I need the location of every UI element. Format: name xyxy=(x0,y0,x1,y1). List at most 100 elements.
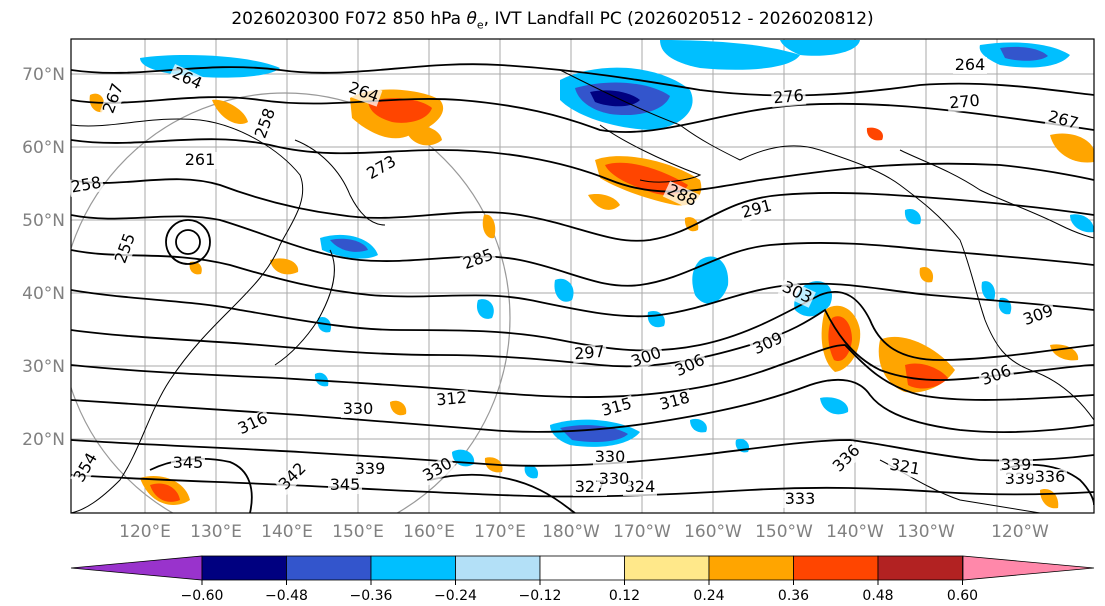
contour-label-bg xyxy=(234,409,273,439)
lat-label: 60°N xyxy=(22,138,65,158)
lat-label: 50°N xyxy=(22,211,65,231)
lat-label: 20°N xyxy=(22,430,65,450)
contour-label-bg xyxy=(1019,301,1058,330)
colorbar-ticks: −0.60 −0.48 −0.36 −0.24 −0.12 0.12 0.24 0.36 0.4… xyxy=(181,580,978,604)
contour-label-bg xyxy=(738,197,776,223)
contour-label-bg xyxy=(770,87,807,108)
colorbar-tick-label: −0.12 xyxy=(519,588,562,604)
contour-label: 330 xyxy=(595,447,626,466)
contour-label-bg xyxy=(999,457,1033,474)
anomaly-shading xyxy=(89,40,1094,509)
contour-label-bg xyxy=(68,174,105,197)
contour-label-bg xyxy=(571,343,608,364)
contour-label-bg xyxy=(1003,471,1037,488)
contour-label-bg xyxy=(362,152,401,184)
colorbar-tick-label: 0.60 xyxy=(947,588,978,604)
map-content xyxy=(71,39,1094,513)
contour-label: 261 xyxy=(185,150,216,169)
contour-label-bg xyxy=(183,152,217,169)
contour-label: 297 xyxy=(573,342,605,364)
colorbar-segment xyxy=(793,555,879,581)
contour-label-bg xyxy=(749,329,788,359)
contour-label-bg xyxy=(946,92,983,113)
contour-label-bg xyxy=(671,351,710,381)
contour-label-bg xyxy=(328,477,362,494)
colorbar-tick-label: 0.12 xyxy=(609,588,640,604)
contour-label-bg xyxy=(783,491,817,508)
contour-label-bg xyxy=(344,78,383,107)
contour-label-bg xyxy=(111,229,140,268)
lon-label: 140°W xyxy=(826,522,884,542)
range-ring xyxy=(71,92,511,513)
colorbar: −0.60 −0.48 −0.36 −0.24 −0.12 0.12 0.24 0.36 0.4… xyxy=(70,555,1095,604)
colorbar-tick-label: 0.36 xyxy=(778,588,809,604)
lon-label: 120°E xyxy=(119,522,171,542)
colorbar-tick-label: 0.24 xyxy=(693,588,724,604)
lon-label: 150°W xyxy=(755,522,813,542)
colorbar-segment xyxy=(286,555,372,581)
colorbar-segment xyxy=(539,555,625,581)
contour-label-bg xyxy=(953,57,987,74)
lon-label: 160°W xyxy=(684,522,742,542)
colorbar-tick-label: −0.48 xyxy=(265,588,308,604)
latitude-labels: 70°N 60°N 50°N 40°N 30°N 20°N xyxy=(22,65,65,450)
colorbar-segment xyxy=(455,555,541,581)
colorbar-segment xyxy=(877,555,963,581)
contour-label-bg xyxy=(598,395,636,421)
lat-label: 40°N xyxy=(22,284,65,304)
contour-label: 339 xyxy=(1001,455,1032,474)
contour-label-bg xyxy=(627,343,666,372)
contour-label-bg xyxy=(1044,108,1082,134)
colorbar-segment xyxy=(624,555,710,581)
contour-label: 336 xyxy=(1035,467,1066,486)
lon-label: 160°E xyxy=(403,522,455,542)
colorbar-segment xyxy=(70,555,203,581)
contour-label: 330 xyxy=(599,469,630,488)
contour-label-bg xyxy=(662,181,701,211)
lon-label: 130°W xyxy=(897,522,955,542)
longitude-labels: 120°E 130°E 140°E 150°E 160°E 170°E 180°W 170°W… xyxy=(119,522,1049,542)
map-title: 2026020300 F072 850 hPa θe, IVT Landfall… xyxy=(0,9,1105,31)
contour-label-bg xyxy=(251,104,280,143)
contour-label: 339 xyxy=(355,459,386,478)
contour-label-bg xyxy=(623,479,657,496)
contour-label-bg xyxy=(1033,469,1067,486)
contour-label-bg xyxy=(597,471,631,488)
contour-label: 324 xyxy=(625,477,656,496)
lon-label: 120°W xyxy=(991,522,1049,542)
contour-label: 330 xyxy=(343,399,374,418)
colorbar-segments xyxy=(70,555,1095,581)
contour-label-bg xyxy=(433,389,470,410)
lat-label: 70°N xyxy=(22,65,65,85)
contour-label-bg xyxy=(353,461,387,478)
contour-label-bg xyxy=(656,389,694,415)
title-theta-symbol: θ xyxy=(466,9,477,29)
contour-label: 270 xyxy=(948,91,980,113)
colorbar-tick-label: 0.48 xyxy=(862,588,893,604)
lat-label: 30°N xyxy=(22,357,65,377)
contour-label-bg xyxy=(99,79,128,118)
contour-label-bg xyxy=(886,456,923,479)
contour-label: 312 xyxy=(435,388,467,410)
title-main: 2026020300 F072 850 hPa xyxy=(231,9,467,29)
contour-label-bg xyxy=(418,454,457,486)
map-frame xyxy=(70,38,1095,514)
lon-label: 140°E xyxy=(261,522,313,542)
contour-label: 264 xyxy=(955,55,986,74)
colorbar-segment xyxy=(370,555,456,581)
colorbar-tick-label: −0.60 xyxy=(181,588,224,604)
lon-label: 130°E xyxy=(190,522,242,542)
contour-label-bg xyxy=(459,245,498,274)
contour-label-bg xyxy=(828,440,865,477)
contour-label-bg xyxy=(593,449,627,466)
lon-label: 180°W xyxy=(542,522,600,542)
theta-e-contours xyxy=(71,63,1094,513)
contour-label-bg xyxy=(171,455,205,472)
lon-label: 170°E xyxy=(474,522,526,542)
colorbar-segment xyxy=(201,555,287,581)
colorbar-segment xyxy=(962,555,1095,581)
contour-label-bg xyxy=(167,64,206,94)
contour-label: 345 xyxy=(173,453,204,472)
title-rest: , IVT Landfall PC (2026020512 - 20260208… xyxy=(483,9,874,29)
